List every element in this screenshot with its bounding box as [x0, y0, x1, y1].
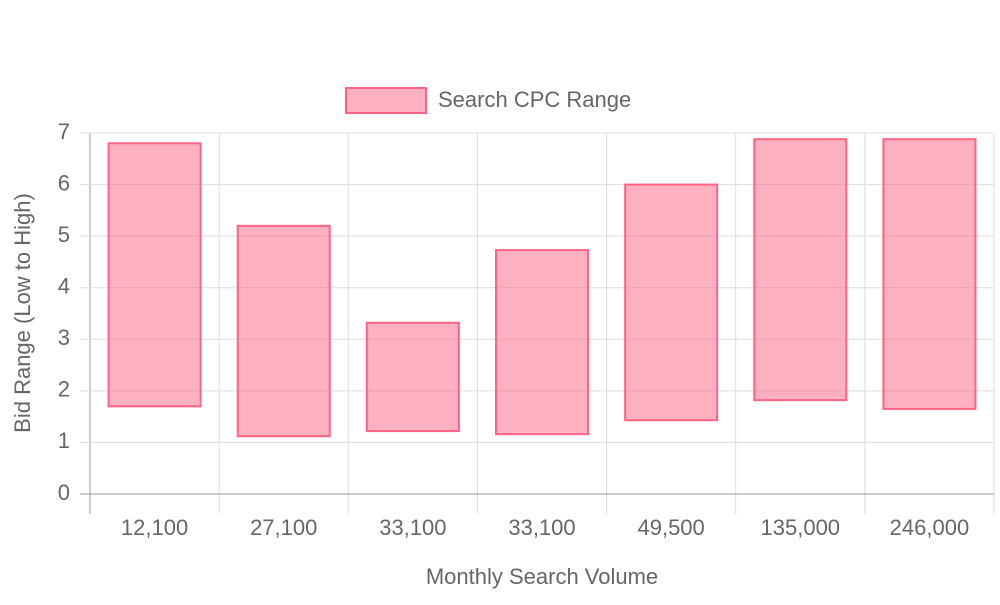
bar: [624, 183, 719, 422]
x-tick-label: 33,100: [379, 515, 446, 540]
x-tick-label: 12,100: [121, 515, 188, 540]
legend-swatch: [345, 87, 427, 114]
y-tick-label: 0: [58, 480, 70, 505]
y-tick-label: 4: [58, 274, 70, 299]
y-tick-label: 6: [58, 170, 70, 195]
bar: [753, 138, 848, 402]
bar: [365, 321, 460, 433]
y-tick-label: 7: [58, 119, 70, 144]
x-tick-label: 246,000: [890, 515, 970, 540]
bar: [495, 249, 589, 436]
bar: [236, 224, 331, 438]
x-tick-label: 33,100: [508, 515, 575, 540]
y-tick-label: 5: [58, 222, 70, 247]
y-axis-title: Bid Range (Low to High): [10, 193, 35, 433]
y-tick-label: 3: [58, 325, 70, 350]
bar: [882, 138, 977, 410]
y-tick-label: 2: [58, 377, 70, 402]
x-axis-title: Monthly Search Volume: [426, 564, 658, 589]
x-tick-label: 27,100: [250, 515, 317, 540]
bar: [107, 142, 202, 408]
x-tick-label: 49,500: [637, 515, 704, 540]
legend-label: Search CPC Range: [438, 87, 631, 112]
y-tick-label: 1: [58, 428, 70, 453]
x-tick-label: 135,000: [761, 515, 841, 540]
